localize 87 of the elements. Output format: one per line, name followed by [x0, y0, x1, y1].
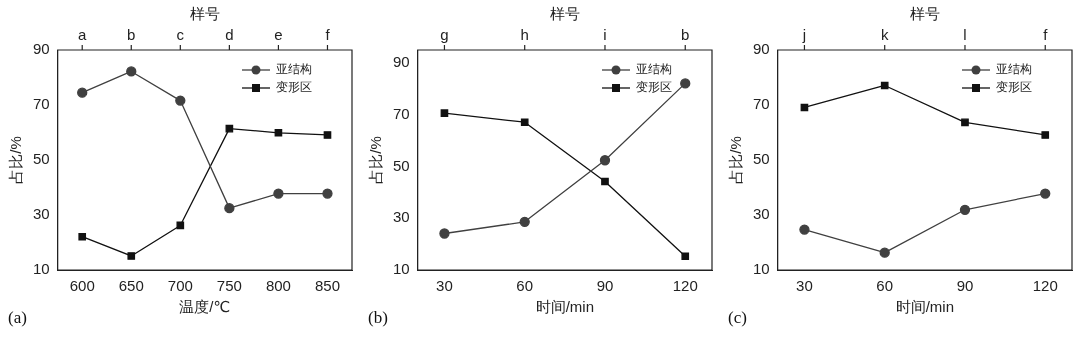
x-tick-label: 800 — [265, 277, 291, 295]
y-tick-label: 10 — [753, 260, 770, 278]
y-tick-label: 10 — [33, 260, 50, 278]
point — [176, 221, 185, 230]
y-axis-title: 占比/% — [727, 136, 745, 184]
x2-axis-title: 样号 — [909, 4, 940, 22]
x-tick-label: 90 — [956, 277, 974, 295]
text: (c) — [728, 307, 747, 327]
point — [78, 232, 87, 241]
annotation: f — [1043, 25, 1049, 43]
annotation: j — [801, 25, 807, 43]
y-tick-label: 90 — [393, 53, 410, 71]
y-tick-label: 30 — [393, 208, 410, 226]
annotation: e — [274, 25, 283, 43]
point — [680, 78, 691, 89]
x-tick-label: 600 — [69, 277, 95, 295]
text: (a) — [8, 307, 27, 327]
x-tick-label: 700 — [167, 277, 193, 295]
annotation: k — [880, 25, 889, 43]
x-axis-title: 时间/min — [535, 298, 595, 316]
legend-label: 变形区 — [276, 80, 312, 95]
point — [599, 155, 611, 166]
annotation: a — [78, 25, 88, 43]
x-tick-label: 60 — [876, 277, 894, 295]
x-tick-label: 60 — [516, 277, 534, 295]
point — [519, 216, 530, 228]
point — [439, 228, 450, 239]
x2-axis-title: 样号 — [549, 4, 580, 22]
legend-label: 变形区 — [996, 80, 1032, 95]
y-tick-label: 30 — [33, 205, 50, 223]
point — [880, 81, 889, 90]
annotation: g — [440, 25, 449, 43]
legend-label: 亚结构 — [276, 62, 312, 77]
point — [322, 188, 333, 199]
annotation: b — [127, 25, 136, 43]
x-axis-title: 温度/℃ — [179, 298, 231, 316]
point — [175, 95, 186, 106]
text: (b) — [368, 307, 388, 327]
y-axis-title: 占比/% — [367, 136, 385, 184]
y-tick-label: 70 — [33, 95, 50, 113]
point — [959, 204, 971, 215]
x2-axis-title: 样号 — [189, 4, 220, 22]
x-tick-label: 90 — [596, 277, 614, 295]
point — [601, 177, 609, 186]
point — [681, 252, 690, 261]
point — [440, 109, 449, 117]
point — [77, 87, 88, 98]
point — [273, 188, 284, 199]
point — [274, 128, 283, 137]
point — [323, 131, 332, 139]
y-tick-label: 50 — [33, 150, 50, 168]
x-tick-label: 650 — [118, 277, 144, 295]
annotation: h — [520, 25, 529, 43]
y-tick-label: 50 — [393, 156, 410, 174]
y-tick-label: 70 — [393, 104, 410, 122]
point — [961, 118, 969, 127]
legend-label: 变形区 — [636, 80, 672, 95]
annotation: l — [963, 25, 967, 43]
legend-label: 亚结构 — [636, 62, 672, 77]
annotation: f — [325, 25, 331, 43]
y-tick-label: 30 — [753, 205, 770, 223]
y-tick-label: 90 — [753, 40, 770, 58]
x-tick-label: 30 — [436, 277, 453, 295]
point — [1040, 188, 1051, 199]
y-tick-label: 90 — [33, 40, 50, 58]
annotation: d — [225, 25, 234, 43]
x-tick-label: 120 — [1032, 277, 1058, 295]
point — [879, 247, 890, 258]
x-axis-title: 时间/min — [895, 298, 955, 316]
y-tick-label: 10 — [393, 260, 410, 278]
point — [799, 224, 810, 235]
y-tick-label: 50 — [753, 150, 770, 168]
x-tick-label: 120 — [672, 277, 698, 295]
point — [224, 202, 235, 214]
y-axis-title: 占比/% — [7, 136, 25, 184]
x-tick-label: 30 — [796, 277, 813, 295]
point — [1041, 131, 1050, 139]
annotation: b — [681, 25, 690, 43]
point — [127, 252, 136, 260]
point — [520, 118, 529, 127]
x-tick-label: 850 — [314, 277, 340, 295]
annotation: c — [176, 25, 185, 43]
y-tick-label: 70 — [753, 95, 770, 113]
annotation: i — [603, 25, 607, 43]
point — [126, 66, 137, 77]
x-tick-label: 750 — [216, 277, 242, 295]
legend-label: 亚结构 — [996, 62, 1032, 77]
